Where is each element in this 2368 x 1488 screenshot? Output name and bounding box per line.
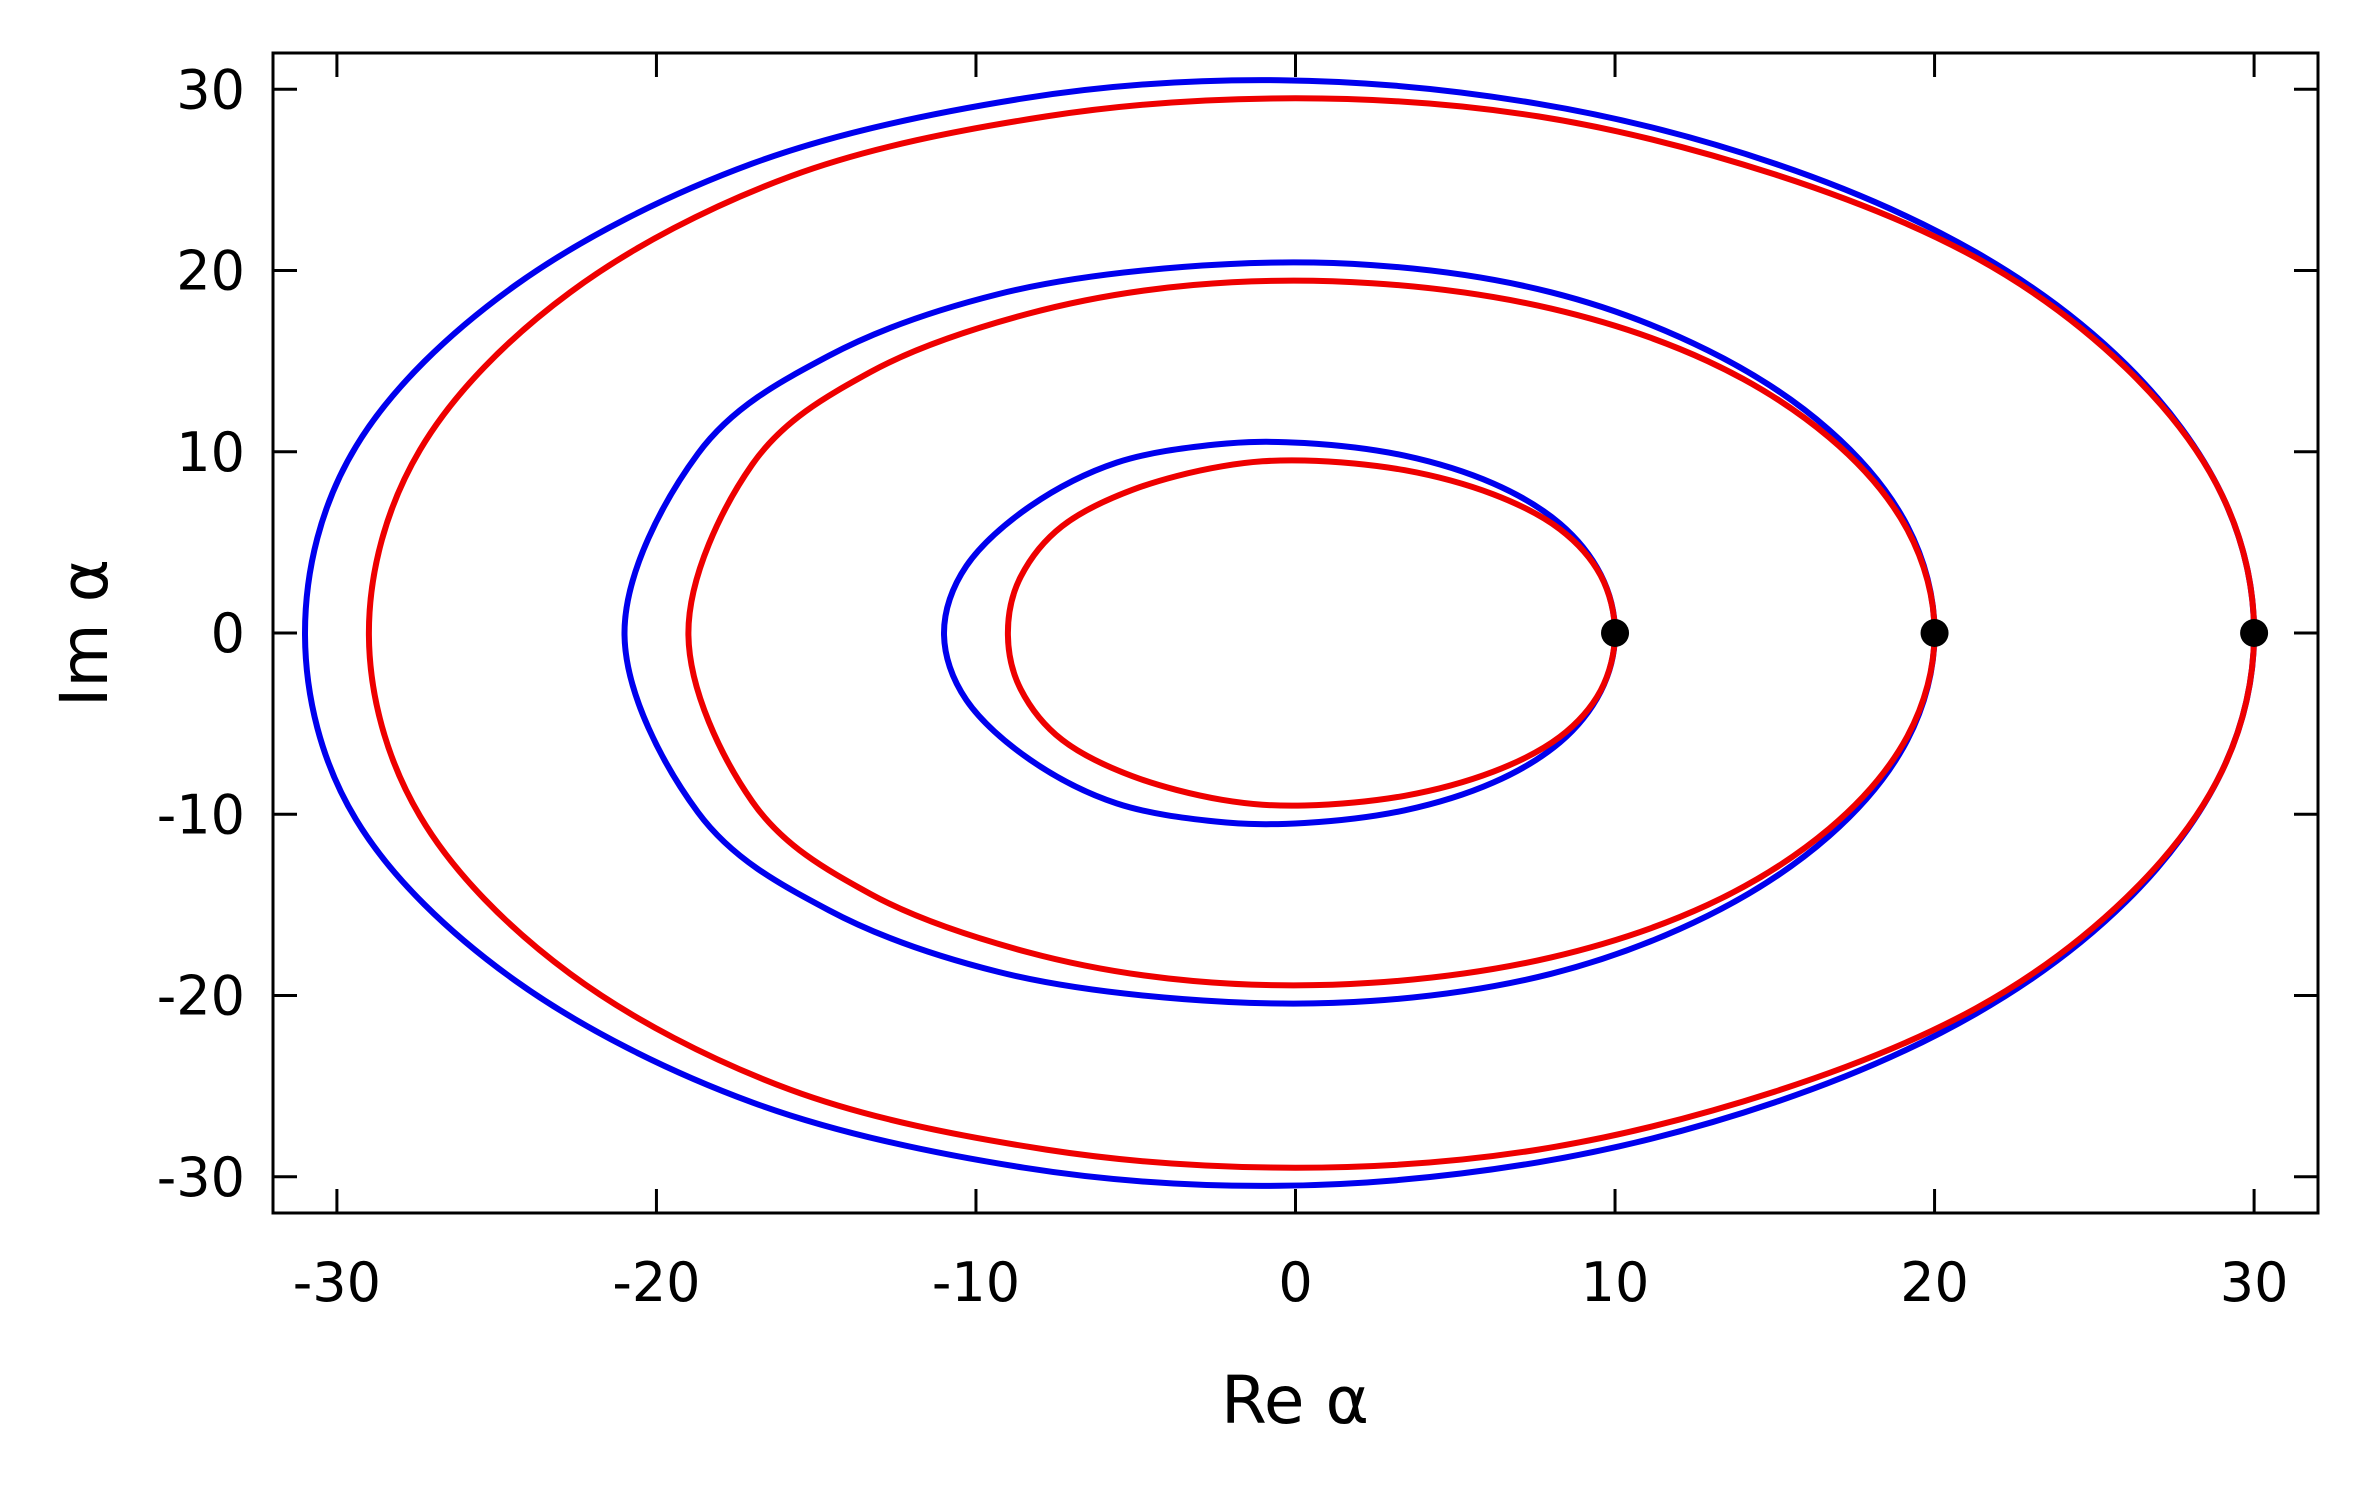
- axis-ticks: -30 -20 -10 0 10 20 30 -30 -20 -10 0 10 20 30: [157, 53, 2318, 1314]
- y-tick-label: -20: [157, 965, 245, 1028]
- y-tick-label: 0: [211, 602, 245, 665]
- red-curve-2: [1004, 457, 1618, 809]
- x-tick-label: 20: [1900, 1251, 1969, 1314]
- x-axis-title: Re α: [1221, 1362, 1369, 1439]
- x-tick-label: -10: [932, 1251, 1020, 1314]
- y-tick-label: 10: [176, 421, 245, 484]
- plot-frame: [271, 51, 2320, 1215]
- red-curve-4: [685, 277, 1938, 989]
- y-tick-label: -30: [157, 1146, 245, 1209]
- x-tick-label: 0: [1278, 1251, 1312, 1314]
- x-tick-label: 30: [2220, 1251, 2289, 1314]
- y-axis-title: Im α: [46, 559, 123, 707]
- blue-curve-5: [302, 77, 2258, 1189]
- marker-point-2: [1920, 619, 1949, 647]
- x-tick-label: -20: [612, 1251, 700, 1314]
- red-curve-6: [365, 95, 2258, 1171]
- y-tick-label: 20: [176, 240, 245, 303]
- y-tick-label: 30: [176, 58, 245, 121]
- x-tick-label: 10: [1581, 1251, 1650, 1314]
- marker-point-1: [1601, 619, 1630, 647]
- marker-point-3: [2240, 619, 2269, 647]
- plot-area: [302, 77, 2269, 1189]
- x-tick-label: -30: [293, 1251, 381, 1314]
- blue-curve-3: [621, 259, 1938, 1007]
- y-tick-label: -10: [157, 783, 245, 846]
- blue-curve-1: [941, 438, 1618, 828]
